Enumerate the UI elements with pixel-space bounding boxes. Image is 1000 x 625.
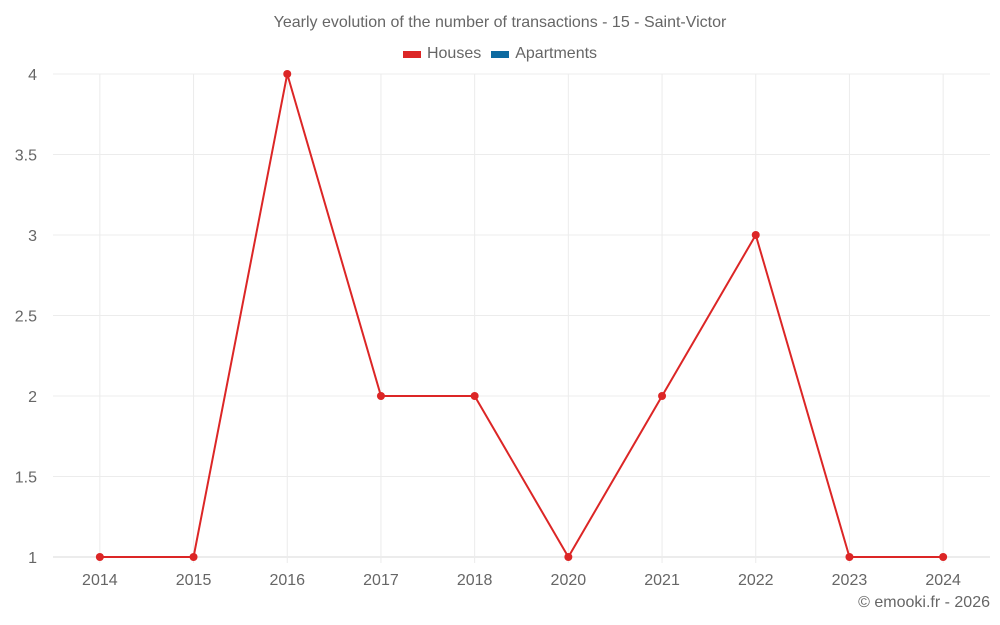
y-tick-label: 2.5 [15,309,37,326]
legend-label-apartments: Apartments [515,45,598,62]
data-point[interactable] [189,553,198,561]
data-point[interactable] [845,553,854,561]
y-axis: 1 1.5 2 2.5 3 3.5 4 [15,67,37,567]
data-point[interactable] [95,553,104,561]
legend-label-houses: Houses [426,45,482,62]
x-tick-label: 2018 [457,572,493,589]
chart-title: Yearly evolution of the number of transa… [273,14,727,31]
series-houses [95,70,948,561]
data-point[interactable] [939,553,948,561]
legend: Houses Apartments [0,45,1000,63]
apartments-swatch-icon [491,50,510,58]
y-tick-label: 4 [28,67,37,84]
data-point[interactable] [751,231,760,239]
y-tick-label: 3.5 [15,148,37,165]
data-point[interactable] [283,70,292,78]
legend-item-houses[interactable]: Houses [402,45,482,63]
x-tick-label: 2020 [551,572,587,589]
series-line [99,73,944,558]
x-tick-label: 2016 [269,572,305,589]
x-tick-label: 2024 [925,572,961,589]
data-point[interactable] [470,392,479,400]
data-point[interactable] [658,392,667,400]
y-tick-label: 3 [28,228,37,245]
x-tick-label: 2023 [832,572,868,589]
houses-swatch-icon [402,50,421,58]
data-point[interactable] [564,553,573,561]
grid [53,73,990,563]
x-tick-label: 2017 [363,572,399,589]
x-tick-label: 2015 [176,572,212,589]
data-point[interactable] [376,392,385,400]
credit: © emooki.fr - 2026 [858,594,990,611]
legend-item-apartments[interactable]: Apartments [491,45,597,63]
y-tick-label: 2 [28,389,37,406]
y-tick-label: 1.5 [15,470,37,487]
x-tick-label: 2022 [738,572,774,589]
x-axis: 2014 2015 2016 2017 2018 2020 2021 2022 2023 2024 [82,572,961,589]
x-tick-label: 2021 [644,572,680,589]
y-tick-label: 1 [28,550,37,567]
x-tick-label: 2014 [82,572,118,589]
